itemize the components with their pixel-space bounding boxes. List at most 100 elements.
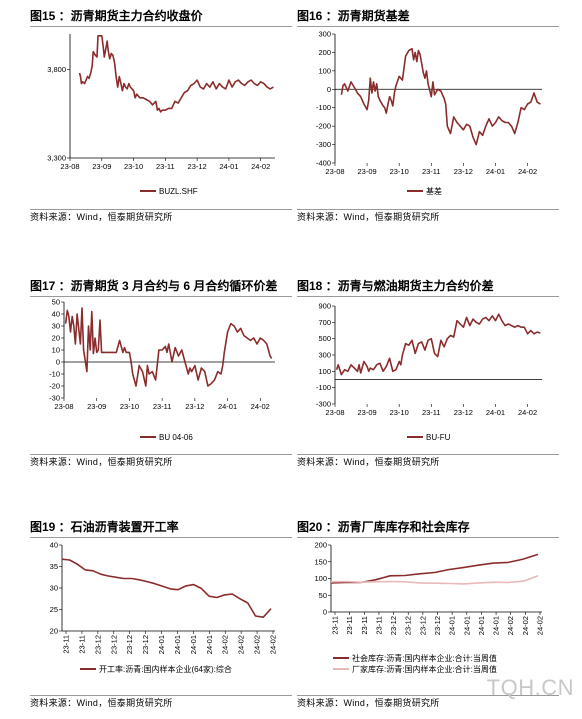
chart-title: 图16 ：沥青期货基差 — [297, 9, 410, 23]
x-tick-label: 24-01 — [157, 635, 166, 654]
y-tick-label: -200 — [316, 122, 331, 131]
y-tick-label: 150 — [314, 557, 327, 566]
title-rule — [30, 296, 292, 297]
x-tick-label: 23-12 — [141, 635, 150, 654]
title-rule — [297, 26, 559, 27]
x-tick-label: 23-10 — [124, 162, 143, 171]
y-tick-label: 0 — [327, 85, 331, 94]
chart-area-fig20: 200 150 100 50 0 23-11 23-11 23-11 23-11 23-12 23-… — [314, 541, 545, 675]
y-tick-label: 50 — [319, 591, 327, 600]
x-tick-label: 23-12 — [433, 616, 442, 635]
x-tick-label: 23-12 — [389, 616, 398, 635]
y-tick-label: 100 — [318, 367, 331, 376]
y-tick-label: 300 — [318, 351, 331, 360]
chart-title: 图17 ：沥青期货 3 月合约与 6 月合约循环价差 — [30, 279, 278, 293]
x-tick-label: 23-08 — [60, 162, 79, 171]
y-tick-label: -300 — [316, 140, 331, 149]
y-tick-label: 200 — [314, 541, 327, 550]
title-rule — [297, 296, 559, 297]
x-tick-label: 23-12 — [185, 402, 204, 411]
x-tick-label: 24-02 — [536, 616, 545, 635]
source-rule — [30, 695, 292, 696]
x-tick-label: 24-01 — [173, 635, 182, 654]
legend-label: BUZL.SHF — [159, 187, 198, 196]
x-tick-label: 23-09 — [357, 408, 376, 417]
source-rule — [297, 695, 559, 696]
x-tick-label: 24-01 — [189, 635, 198, 654]
x-tick-label: 24-01 — [448, 616, 457, 635]
legend-label: BU 04-06 — [159, 433, 193, 442]
x-tick-label: 23-09 — [87, 402, 106, 411]
x-tick-label: 23-11 — [156, 162, 175, 171]
x-tick-label: 24-01 — [477, 616, 486, 635]
source-note: 资料来源：Wind，恒泰期货研究所 — [297, 457, 440, 467]
x-tick-label: 23-08 — [325, 167, 344, 176]
x-tick-label: 24-02 — [237, 635, 246, 654]
x-tick-label: 24-01 — [486, 167, 505, 176]
y-tick-label: 25 — [50, 605, 58, 614]
legend-label: 厂家库存:沥青:国内样本企业:合计:当周值 — [352, 664, 497, 674]
source-rule — [297, 454, 559, 455]
x-tick-label: 23-11 — [62, 635, 71, 654]
x-tick-label: 23-09 — [357, 167, 376, 176]
series-line — [335, 313, 541, 376]
x-tick-label: 24-01 — [486, 408, 505, 417]
x-tick-label: 23-09 — [92, 162, 111, 171]
y-tick-label: 35 — [50, 562, 58, 571]
x-tick-label: 23-12 — [125, 635, 134, 654]
legend-label: BU-FU — [426, 433, 451, 442]
source-rule — [297, 209, 559, 210]
x-tick-label: 23-11 — [374, 616, 383, 635]
source-rule — [30, 454, 292, 455]
y-tick-label: 20 — [52, 334, 60, 343]
y-tick-label: -10 — [49, 370, 60, 379]
chart-panel-fig18: 图18 ：沥青与燃油期货主力合约价差 900 700 500 300 100 -100 -3… — [297, 276, 559, 471]
x-tick-label: 23-11 — [422, 408, 441, 417]
y-tick-label: 20 — [50, 627, 58, 636]
x-tick-label: 24-01 — [218, 402, 237, 411]
x-tick-label: 24-01 — [219, 162, 238, 171]
y-tick-label: 30 — [52, 322, 60, 331]
y-tick-label: 3,300 — [47, 154, 66, 163]
y-tick-label: 900 — [318, 302, 331, 311]
x-tick-label: 23-11 — [153, 402, 172, 411]
x-tick-label: 23-12 — [188, 162, 207, 171]
x-tick-label: 23-08 — [54, 402, 73, 411]
series-line — [78, 35, 274, 113]
y-tick-label: 0 — [56, 358, 60, 367]
x-tick-label: 23-11 — [331, 616, 340, 635]
source-note: 资料来源：Wind，恒泰期货研究所 — [297, 212, 440, 222]
x-tick-label: 24-02 — [221, 635, 230, 654]
x-tick-label: 24-01 — [205, 635, 214, 654]
y-tick-label: 40 — [52, 310, 60, 319]
series-line — [61, 558, 272, 618]
legend-label: 开工率:沥青:国内样本企业(64家):综合 — [99, 664, 232, 674]
source-note: 资料来源：Wind，恒泰期货研究所 — [30, 212, 173, 222]
series-line — [340, 47, 541, 146]
x-tick-label: 24-02 — [506, 616, 515, 635]
x-tick-label: 23-12 — [454, 167, 473, 176]
y-tick-label: 500 — [318, 334, 331, 343]
x-tick-label: 23-12 — [93, 635, 102, 654]
x-tick-label: 23-10 — [390, 408, 409, 417]
x-tick-label: 24-02 — [521, 616, 530, 635]
x-tick-label: 23-10 — [390, 167, 409, 176]
y-tick-label: 300 — [318, 30, 331, 39]
title-rule — [30, 26, 292, 27]
chart-title: 图15 ：沥青期货主力合约收盘价 — [30, 9, 203, 23]
chart-title: 图19 ：石油沥青装置开工率 — [30, 520, 179, 534]
x-tick-label: 24-01 — [492, 616, 501, 635]
y-tick-label: -100 — [316, 103, 331, 112]
y-tick-label: -400 — [316, 159, 331, 168]
x-tick-label: 24-02 — [251, 162, 270, 171]
x-tick-label: 24-01 — [462, 616, 471, 635]
x-tick-label: 23-08 — [325, 408, 344, 417]
y-tick-label: -20 — [49, 382, 60, 391]
x-tick-label: 23-10 — [120, 402, 139, 411]
y-tick-label: 10 — [52, 346, 60, 355]
source-note: 资料来源：Wind，恒泰期货研究所 — [297, 698, 440, 708]
chart-title: 图20 ：沥青厂库库存和社会库存 — [297, 520, 470, 534]
